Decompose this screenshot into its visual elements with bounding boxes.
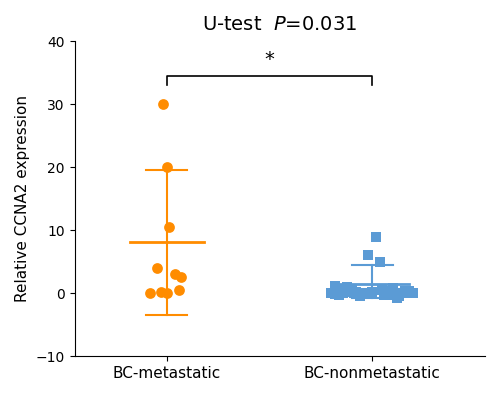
Point [368, 289, 376, 295]
Text: *: * [264, 50, 274, 69]
Point [336, 291, 344, 298]
Point [372, 233, 380, 240]
Point [156, 289, 164, 295]
Point [152, 265, 160, 271]
Point [356, 293, 364, 299]
Point [386, 291, 394, 298]
Y-axis label: Relative CCNA2 expression: Relative CCNA2 expression [15, 95, 30, 302]
Point [364, 252, 372, 259]
Point [331, 282, 339, 289]
Point [163, 290, 171, 297]
Point [392, 295, 400, 301]
Point [344, 284, 351, 290]
Point [340, 289, 347, 296]
Point [350, 289, 358, 296]
Point [331, 291, 339, 297]
Point [338, 287, 345, 293]
Point [165, 224, 173, 230]
Point [368, 290, 376, 297]
Point [401, 288, 409, 295]
Point [163, 164, 171, 170]
Point [380, 292, 388, 298]
Point [175, 287, 183, 293]
Point [348, 286, 356, 293]
Point [384, 288, 392, 295]
Point [146, 290, 154, 297]
Point [399, 289, 407, 296]
Point [409, 290, 417, 297]
Point [388, 285, 396, 291]
Point [376, 259, 384, 265]
Point [159, 101, 167, 107]
Point [342, 289, 349, 295]
Title: U-test  $\mathit{P}$=0.031: U-test $\mathit{P}$=0.031 [202, 15, 358, 34]
Point [397, 290, 405, 297]
Point [178, 274, 186, 281]
Point [327, 290, 335, 297]
Point [352, 289, 360, 295]
Point [395, 293, 403, 299]
Point [378, 287, 386, 293]
Point [405, 287, 413, 294]
Point [358, 290, 366, 297]
Point [171, 271, 179, 278]
